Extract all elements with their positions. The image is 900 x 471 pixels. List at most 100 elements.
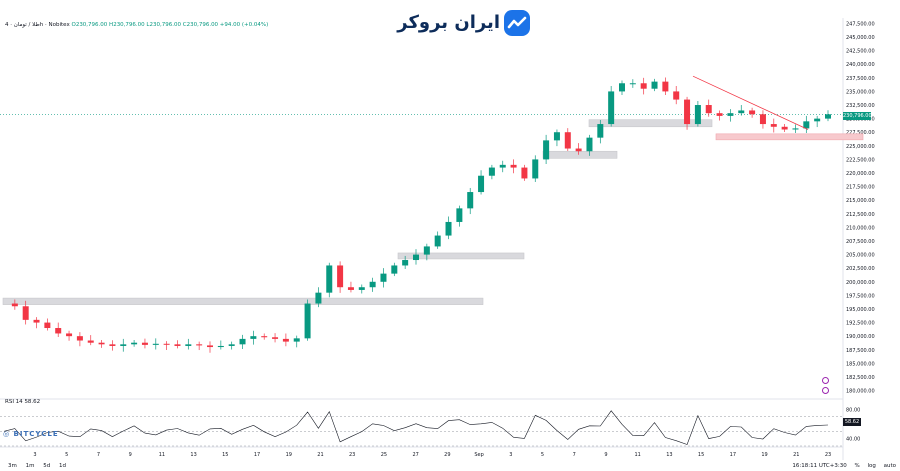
y-tick-label: 182,500.00 [846, 375, 875, 381]
candle-body [315, 292, 322, 304]
sr-zone [715, 133, 864, 141]
candle-body [152, 343, 159, 345]
candle-body [467, 192, 474, 209]
candle-body [131, 342, 138, 345]
range-5d[interactable]: 5d [43, 463, 51, 469]
logo-icon [504, 10, 530, 36]
auto-toggle[interactable]: auto [883, 463, 896, 469]
x-tick-label: 27 [412, 452, 418, 458]
candle-body [781, 126, 788, 130]
candle-body [727, 113, 734, 116]
candle-body [120, 344, 127, 346]
candle-body [759, 114, 766, 125]
candle-body [380, 273, 387, 282]
x-tick-label: 21 [793, 452, 799, 458]
range-3m[interactable]: 3m [8, 463, 17, 469]
candle-body [337, 265, 344, 288]
y-tick-label: 190,000.00 [846, 334, 875, 340]
x-tick-label: 5 [65, 452, 68, 458]
trendline [692, 75, 809, 130]
rsi-value-tag: 58.62 [843, 418, 861, 426]
candle-body [402, 260, 409, 266]
candle-body [423, 246, 430, 255]
bitcycle-watermark: ◎ BITCYCLE [3, 430, 59, 438]
last-price-tag: 230,796.00 [843, 112, 872, 120]
symbol-label[interactable]: طلا / تومان · 4h · Nobitex [5, 22, 70, 28]
event-marker-icon[interactable] [822, 387, 829, 394]
candle-body [543, 140, 550, 160]
rsi-value: 58.62 [24, 399, 41, 405]
candle-body [499, 164, 506, 168]
rsi-label: RSI 14 [5, 399, 23, 405]
log-toggle[interactable]: log [867, 463, 876, 469]
clock: 16:18:11 UTC+3:30 [792, 463, 847, 469]
candle-body [44, 322, 51, 329]
candle-body [532, 159, 539, 179]
x-tick-label: 7 [97, 452, 100, 458]
candle-body [825, 114, 831, 119]
y-tick-label: 200,000.00 [846, 280, 875, 286]
event-marker-icon[interactable] [822, 377, 829, 384]
sr-zone [397, 252, 525, 260]
candle-body [109, 344, 116, 346]
candle-body [434, 235, 441, 247]
candle-body [185, 344, 192, 346]
y-tick-label: 232,500.00 [846, 103, 875, 109]
candle-body [608, 91, 615, 125]
candle-body [87, 340, 94, 343]
candle-body [228, 344, 235, 346]
y-tick-label: 215,000.00 [846, 198, 875, 204]
candle-body [272, 337, 279, 339]
ohlc-readout: O230,796.00 H230,796.00 L230,796.00 C230… [71, 22, 269, 28]
candle-body [174, 344, 181, 346]
rsi-line [3, 410, 829, 445]
candle-body [521, 167, 528, 179]
candle-body [629, 83, 636, 85]
candle-body [553, 132, 560, 141]
candle-body [597, 124, 604, 138]
y-tick-label: 197,500.00 [846, 293, 875, 299]
x-tick-label: 9 [129, 452, 132, 458]
y-tick-label: 212,500.00 [846, 212, 875, 218]
candle-body [749, 110, 756, 115]
y-tick-label: 192,500.00 [846, 321, 875, 327]
x-tick-label: 19 [286, 452, 292, 458]
range-1d[interactable]: 1d [58, 463, 66, 469]
y-tick-label: 187,500.00 [846, 348, 875, 354]
y-tick-label: 247,500.00 [846, 21, 875, 27]
candle-body [673, 91, 680, 100]
x-tick-label: 15 [222, 452, 228, 458]
x-tick-label: 7 [573, 452, 576, 458]
candle-body [293, 338, 300, 342]
candle-body [488, 167, 495, 176]
range-1m[interactable]: 1m [25, 463, 35, 469]
x-tick-label: 23 [825, 452, 831, 458]
candle-body [196, 344, 203, 346]
y-tick-label: 240,000.00 [846, 62, 875, 68]
candle-body [456, 208, 463, 222]
watermark-text: BITCYCLE [13, 430, 59, 438]
candle-body [814, 118, 821, 122]
y-tick-label: 202,500.00 [846, 266, 875, 272]
candle-body [98, 342, 105, 345]
candle-body [304, 303, 311, 339]
sr-zone [588, 119, 713, 128]
rsi-legend: RSI 14 58.62 [5, 399, 40, 405]
y-tick-label: 180,000.00 [846, 389, 875, 395]
x-tick-label: 17 [254, 452, 260, 458]
candle-body [738, 110, 745, 114]
y-tick-label: 227,500.00 [846, 130, 875, 136]
candle-body [445, 221, 452, 236]
y-tick-label: 195,000.00 [846, 307, 875, 313]
candle-body [11, 303, 18, 307]
percent-toggle[interactable]: % [854, 463, 860, 469]
candle-body [694, 105, 701, 125]
sr-zone [542, 150, 618, 159]
x-tick-label: 3 [509, 452, 512, 458]
footer-right: 16:18:11 UTC+3:30 % log auto [786, 463, 896, 469]
candle-body [586, 137, 593, 152]
x-tick-label: 3 [33, 452, 36, 458]
candle-body [662, 81, 669, 92]
